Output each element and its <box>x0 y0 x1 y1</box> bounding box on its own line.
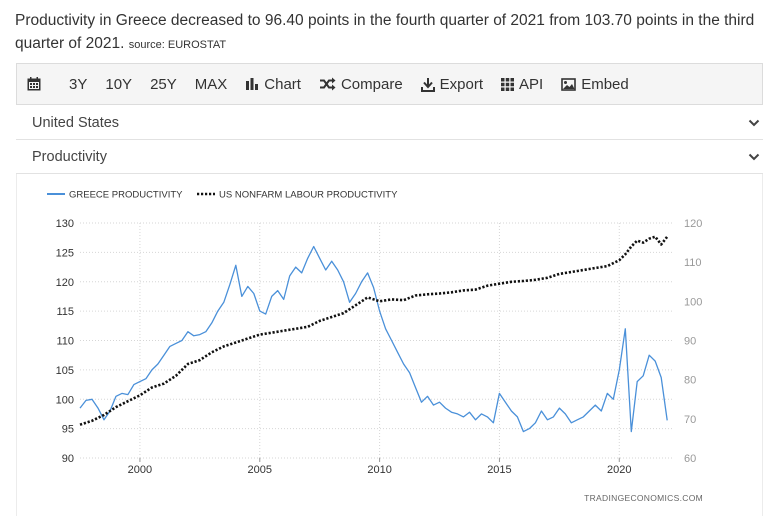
image-icon <box>561 77 577 91</box>
headline-text: Productivity in Greece decreased to 96.4… <box>15 12 755 52</box>
headline-source: source: EUROSTAT <box>128 39 227 51</box>
bar-chart-icon <box>246 78 259 90</box>
range-10y-button[interactable]: 10Y <box>105 75 133 93</box>
chart-button[interactable]: Chart <box>236 64 310 104</box>
range-25y-button[interactable]: 25Y <box>150 75 177 93</box>
compare-button-label: Compare <box>340 75 403 93</box>
export-button[interactable]: Export <box>412 64 492 104</box>
grid-icon <box>501 77 515 91</box>
embed-button[interactable]: Embed <box>552 64 638 104</box>
indicator-select-value: Productivity <box>32 148 107 165</box>
calendar-button[interactable] <box>17 64 60 104</box>
chart-container <box>16 174 763 516</box>
calendar-icon <box>27 77 41 91</box>
download-icon <box>420 77 435 92</box>
chart-button-label: Chart <box>264 75 301 93</box>
api-button-label: API <box>519 75 544 93</box>
chevron-down-icon <box>748 119 760 126</box>
embed-button-label: Embed <box>581 75 629 93</box>
range-3y-button[interactable]: 3Y <box>69 75 88 93</box>
compare-button[interactable]: Compare <box>310 64 412 104</box>
shuffle-icon <box>319 77 336 91</box>
api-button[interactable]: API <box>492 64 552 104</box>
country-select-value: United States <box>32 114 120 131</box>
country-select[interactable]: United States <box>16 106 763 140</box>
chevron-down-icon <box>748 153 760 160</box>
range-max-button[interactable]: MAX <box>194 75 228 93</box>
headline: Productivity in Greece decreased to 96.4… <box>15 9 770 57</box>
chart-toolbar: 3Y 10Y 25Y MAX Chart Compare Export API … <box>16 63 763 105</box>
indicator-select[interactable]: Productivity <box>16 140 763 174</box>
export-button-label: Export <box>439 75 484 93</box>
